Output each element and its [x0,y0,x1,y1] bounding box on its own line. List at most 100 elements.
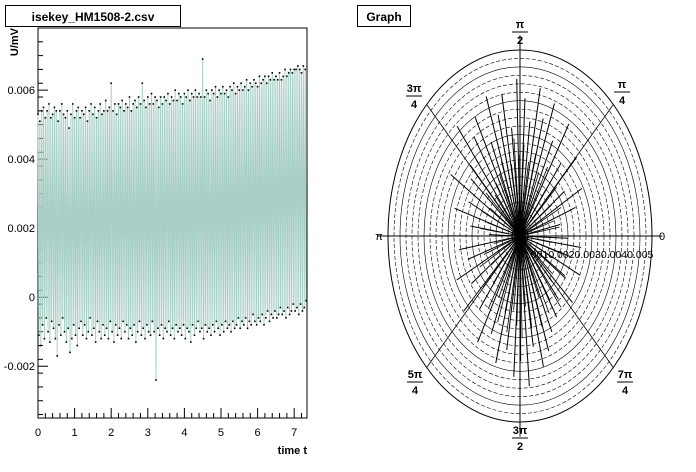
data-point-lower [286,306,289,309]
data-point-lower [120,337,123,340]
data-point-lower [136,330,139,333]
data-point-upper [200,96,202,98]
data-point-upper [209,99,211,102]
data-point-lower [74,334,77,336]
data-point-upper [196,96,199,98]
data-point-upper [297,65,299,67]
data-point-lower [164,327,166,330]
data-point-upper [95,116,98,119]
data-point-upper [73,116,76,119]
polar-data-spike [478,235,521,310]
data-point-lower [261,313,263,316]
data-point-upper [238,89,241,91]
data-point-lower [235,324,238,326]
polar-data-spike [470,178,521,237]
data-point-upper [88,110,91,112]
data-point-lower [80,320,82,323]
data-point-lower [259,320,262,323]
data-point-upper [276,78,279,81]
angle-label-7pi-4-numerator: 7π [618,369,633,381]
data-point-upper [152,103,155,105]
data-point-upper [222,85,224,88]
data-point-lower [96,320,99,323]
data-point-lower [158,334,161,336]
data-point-upper [70,113,72,116]
data-point-lower [138,320,141,323]
data-point-upper [258,75,261,78]
data-point-lower [266,310,269,312]
polar-data-spike [519,235,566,279]
data-point-lower [38,334,40,336]
data-point-upper [154,96,156,98]
data-point-lower [169,334,172,336]
data-point-lower [257,317,260,319]
data-point-upper [176,99,178,102]
data-point-lower [114,324,117,326]
data-point-upper [146,96,149,98]
data-point-upper [269,78,272,81]
data-point-upper [280,78,283,81]
data-point-upper [254,82,257,85]
data-point-upper [48,103,50,105]
data-point-lower [226,327,229,330]
data-point-lower [107,337,110,340]
data-point-upper [114,103,116,105]
data-point-upper [262,78,264,81]
data-point-lower [217,327,220,330]
data-point-upper [37,113,39,116]
data-point-lower [179,327,181,330]
data-point-upper [81,110,83,112]
polar-data-spike [519,87,541,237]
data-point-lower [230,330,232,333]
data-point-lower [85,337,88,340]
data-point-lower [283,310,285,312]
data-point-upper [106,110,109,112]
data-point-lower [146,324,148,326]
x-axis-label: time t [278,445,308,457]
angle-label-5pi-4: 5π4 [407,369,423,397]
data-point-upper [216,96,219,98]
data-point-upper [187,89,189,91]
data-point-lower [149,334,152,336]
data-point-lower [89,317,91,319]
data-point-upper [50,116,52,119]
polar-data-spike [519,235,530,387]
data-point-upper [265,82,268,85]
data-point-upper [192,96,195,98]
data-point-lower [197,320,199,323]
polar-data-spike [467,235,521,260]
data-point-upper [59,110,61,112]
data-point-upper [168,103,171,105]
data-point-upper [108,106,111,109]
y-axis-label: U/mV [9,27,21,56]
y-tick-label: 0.006 [7,85,35,97]
data-point-upper [264,75,266,78]
data-point-upper [110,82,112,85]
data-point-lower [45,317,48,319]
data-point-upper [159,96,162,98]
data-point-upper [161,103,164,105]
data-point-upper [115,113,118,116]
data-point-upper [284,68,286,71]
data-point-lower [233,327,236,330]
data-point-lower [303,306,306,309]
polar-data-spike [519,188,547,237]
data-point-upper [203,96,206,98]
data-point-upper [251,85,253,88]
data-point-upper [90,103,92,105]
data-point-upper [136,106,138,109]
data-point-lower [241,320,243,323]
data-point-upper [148,103,151,105]
data-point-lower [182,324,185,326]
data-point-lower [82,334,84,336]
data-point-upper [139,103,142,105]
data-point-upper [233,82,235,85]
angle-label-pi-4-numerator: π [618,79,627,91]
data-point-upper [130,110,133,112]
data-point-lower [56,355,58,357]
y-tick-label: 0.002 [7,223,35,235]
data-point-lower [133,324,135,326]
data-point-upper [79,116,81,119]
data-point-lower [211,324,214,326]
